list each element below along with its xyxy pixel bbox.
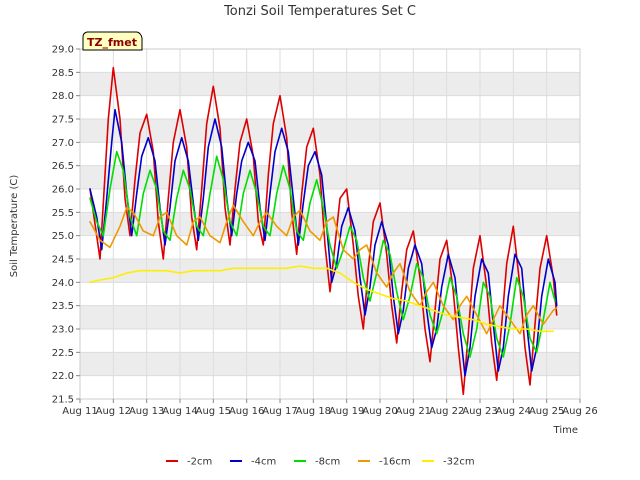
y-tick-label: 25.0 xyxy=(52,231,74,242)
y-tick-label: 23.0 xyxy=(52,325,74,336)
badge-box xyxy=(82,31,143,51)
x-tick-label: Aug 14 xyxy=(162,406,197,417)
y-tick-label: 23.5 xyxy=(52,301,74,312)
y-tick-label: 26.0 xyxy=(52,185,74,196)
series-line-16cmcm xyxy=(89,204,558,335)
legend-label: -4cm xyxy=(251,457,276,468)
x-tick-label: Aug 18 xyxy=(296,406,331,417)
y-tick-label: 26.5 xyxy=(52,161,74,172)
legend-label: -2cm xyxy=(187,457,212,468)
x-axis-label: Time xyxy=(553,425,578,436)
x-tick-label: Aug 25 xyxy=(529,406,564,417)
y-tick-label: 28.5 xyxy=(52,68,74,79)
y-axis-label: Soil Temperature (C) xyxy=(9,175,20,278)
y-tick-label: 29.0 xyxy=(52,45,74,56)
x-tick-label: Aug 12 xyxy=(96,406,131,417)
plot-band xyxy=(80,352,580,376)
station-badge: TZ_fmet xyxy=(82,31,143,51)
plot-band xyxy=(80,375,580,399)
plot-band xyxy=(80,49,580,73)
y-tick-label: 27.0 xyxy=(52,138,74,149)
plot-band xyxy=(80,329,580,353)
x-tick-label: Aug 11 xyxy=(62,406,97,417)
x-tick-label: Aug 13 xyxy=(129,406,164,417)
x-tick-label: Aug 15 xyxy=(196,406,231,417)
plot-band xyxy=(80,72,580,96)
series-line-2cmcm xyxy=(89,66,558,396)
y-tick-label: 21.5 xyxy=(52,395,74,406)
x-tick-label: Aug 17 xyxy=(262,406,297,417)
y-tick-label: 24.5 xyxy=(52,255,74,266)
badge-label: TZ_fmet xyxy=(87,36,137,49)
y-tick-label: 28.0 xyxy=(52,91,74,102)
plot-frame xyxy=(79,48,581,400)
series-line-4cmcm xyxy=(89,108,558,377)
x-tick-label: Aug 26 xyxy=(562,406,597,417)
y-tick-label: 22.0 xyxy=(52,371,74,382)
legend-label: -16cm xyxy=(379,457,411,468)
x-tick-label: Aug 24 xyxy=(496,406,531,417)
series-lines xyxy=(89,66,558,396)
y-tick-label: 22.5 xyxy=(52,348,74,359)
series-line-8cmcm xyxy=(89,150,556,358)
x-tick-label: Aug 23 xyxy=(462,406,497,417)
plot-band xyxy=(80,95,580,119)
series-line-32cmcm xyxy=(89,265,555,333)
y-tick-label: 25.5 xyxy=(52,208,74,219)
plot-background-bands xyxy=(80,49,580,399)
legend-label: -8cm xyxy=(315,457,340,468)
chart-title: Tonzi Soil Temperatures Set C xyxy=(223,4,416,19)
plot-band xyxy=(80,282,580,306)
x-tick-label: Aug 21 xyxy=(396,406,431,417)
x-tick-label: Aug 20 xyxy=(362,406,397,417)
x-tick-label: Aug 22 xyxy=(429,406,464,417)
legend-label: -32cm xyxy=(443,457,475,468)
x-tick-label: Aug 19 xyxy=(329,406,364,417)
plot-band xyxy=(80,119,580,143)
legend: -2cm -4cm -8cm -16cm -32cm xyxy=(166,457,475,468)
x-tick-label: Aug 16 xyxy=(229,406,264,417)
plot-band xyxy=(80,189,580,213)
y-tick-label: 27.5 xyxy=(52,115,74,126)
y-tick-label: 24.0 xyxy=(52,278,74,289)
y-axis-ticks: 21.5 22.0 22.5 23.0 23.5 24.0 24.5 25.0 25.5 26.0… xyxy=(52,45,80,406)
